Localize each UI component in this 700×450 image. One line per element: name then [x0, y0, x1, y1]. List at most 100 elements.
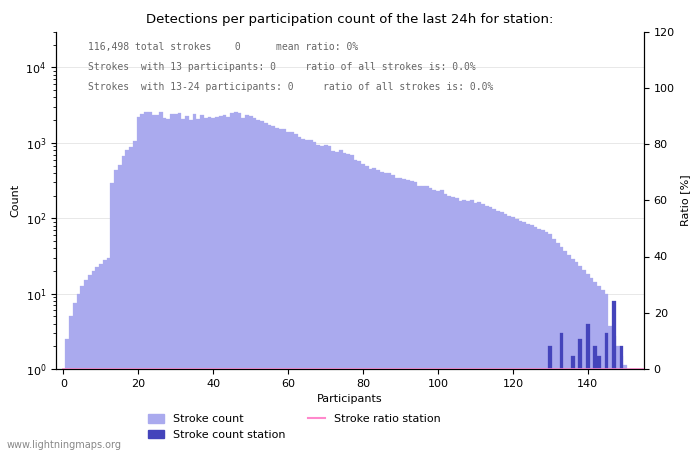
Bar: [122, 156, 125, 450]
Bar: [503, 214, 507, 450]
Bar: [272, 126, 275, 450]
Bar: [545, 232, 549, 450]
Bar: [249, 117, 253, 450]
Bar: [331, 151, 335, 450]
Bar: [612, 301, 616, 450]
Bar: [620, 346, 624, 450]
Bar: [388, 173, 391, 450]
Bar: [485, 206, 489, 450]
Bar: [264, 123, 267, 450]
Bar: [159, 112, 162, 450]
Bar: [564, 251, 567, 450]
Bar: [283, 130, 286, 450]
Y-axis label: Ratio [%]: Ratio [%]: [680, 175, 690, 226]
Bar: [136, 117, 140, 450]
Bar: [103, 261, 106, 450]
Bar: [294, 134, 298, 450]
Bar: [549, 234, 552, 450]
Bar: [237, 113, 241, 450]
Bar: [597, 356, 601, 450]
Bar: [556, 243, 560, 450]
Bar: [204, 118, 208, 450]
Bar: [155, 115, 159, 450]
Bar: [186, 116, 189, 450]
Bar: [80, 286, 84, 450]
Bar: [560, 333, 564, 450]
Bar: [253, 118, 256, 450]
Bar: [455, 198, 458, 450]
Bar: [144, 112, 148, 450]
Bar: [428, 189, 433, 450]
Bar: [111, 183, 114, 450]
Bar: [410, 181, 414, 450]
Bar: [95, 267, 99, 450]
Bar: [76, 293, 80, 450]
Bar: [406, 180, 410, 450]
Bar: [219, 116, 223, 450]
Title: Detections per participation count of the last 24h for station:: Detections per participation count of th…: [146, 13, 554, 26]
Bar: [369, 169, 372, 450]
Bar: [470, 200, 474, 450]
Bar: [226, 117, 230, 450]
Bar: [526, 224, 530, 450]
Bar: [298, 137, 301, 450]
Bar: [425, 186, 428, 450]
Bar: [466, 202, 470, 450]
Bar: [84, 280, 88, 450]
Bar: [129, 147, 133, 450]
Bar: [508, 216, 511, 450]
Bar: [500, 212, 503, 450]
Bar: [477, 202, 481, 450]
Bar: [608, 326, 612, 450]
Bar: [230, 113, 234, 450]
Y-axis label: Count: Count: [10, 184, 20, 217]
Bar: [170, 114, 174, 450]
Bar: [350, 155, 354, 450]
Bar: [133, 141, 136, 450]
Text: 116,498 total strokes    0      mean ratio: 0%: 116,498 total strokes 0 mean ratio: 0%: [88, 42, 358, 52]
Bar: [65, 339, 69, 450]
Bar: [279, 129, 283, 450]
Bar: [267, 126, 272, 450]
Bar: [92, 271, 95, 450]
Bar: [211, 118, 215, 450]
Bar: [275, 128, 279, 450]
Text: Strokes  with 13-24 participants: 0     ratio of all strokes is: 0.0%: Strokes with 13-24 participants: 0 ratio…: [88, 82, 493, 92]
Bar: [440, 190, 444, 450]
Bar: [616, 346, 620, 450]
Bar: [223, 115, 226, 450]
Bar: [118, 165, 122, 450]
Bar: [463, 200, 466, 450]
Bar: [174, 114, 178, 450]
Bar: [541, 230, 545, 450]
Bar: [586, 324, 589, 450]
Bar: [402, 179, 406, 450]
Bar: [328, 146, 331, 450]
Bar: [522, 222, 526, 450]
Bar: [324, 145, 328, 450]
Bar: [106, 258, 111, 450]
Bar: [458, 201, 463, 450]
Bar: [421, 186, 425, 450]
Bar: [620, 356, 624, 450]
Bar: [305, 140, 309, 450]
Bar: [514, 219, 519, 450]
Bar: [578, 266, 582, 450]
Bar: [391, 176, 395, 450]
Bar: [447, 196, 451, 450]
Bar: [309, 140, 312, 450]
Bar: [339, 150, 342, 450]
Bar: [234, 112, 237, 450]
Bar: [125, 150, 129, 450]
Bar: [215, 117, 219, 450]
Bar: [436, 191, 440, 450]
Bar: [582, 270, 586, 450]
Bar: [578, 339, 582, 450]
Bar: [148, 112, 151, 450]
Bar: [114, 170, 118, 450]
Bar: [376, 170, 380, 450]
Bar: [286, 132, 290, 450]
Legend: Stroke count, Stroke count station, Stroke ratio station: Stroke count, Stroke count station, Stro…: [144, 410, 445, 445]
Bar: [372, 168, 376, 450]
Bar: [474, 202, 477, 450]
